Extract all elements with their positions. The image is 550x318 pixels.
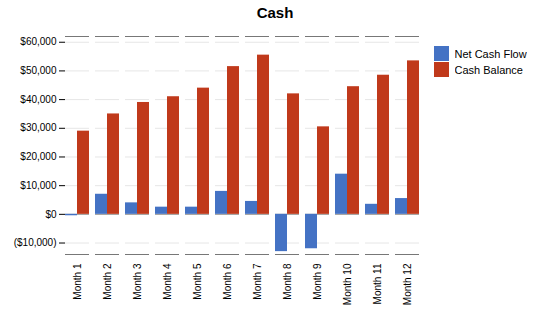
svg-text:Month 10: Month 10 [342, 263, 353, 305]
svg-text:Month 3: Month 3 [132, 263, 143, 300]
svg-text:$40,000: $40,000 [20, 94, 57, 105]
svg-text:Month 6: Month 6 [222, 263, 233, 300]
svg-text:Month 9: Month 9 [312, 263, 323, 300]
html-text:Net Cash Flow: Net Cash Flow [454, 47, 527, 60]
svg-text:$10,000: $10,000 [20, 180, 57, 191]
svg-text:($10,000): ($10,000) [14, 237, 57, 248]
svg-text:Month 4: Month 4 [162, 263, 173, 300]
svg-text:Month 12: Month 12 [402, 263, 413, 305]
svg-text:Month 11: Month 11 [372, 263, 383, 304]
svg-text:$0: $0 [45, 209, 57, 220]
svg-text:$20,000: $20,000 [20, 151, 57, 162]
svg-text:Month 2: Month 2 [102, 263, 113, 300]
svg-text:Month 5: Month 5 [192, 263, 203, 300]
svg-text:$60,000: $60,000 [20, 36, 57, 47]
svg-text:Month 7: Month 7 [252, 263, 263, 300]
svg-text:$50,000: $50,000 [20, 65, 57, 76]
svg-text:Month 1: Month 1 [72, 263, 83, 300]
svg-text:Month 8: Month 8 [282, 263, 293, 300]
html-text:Cash: Cash [256, 4, 294, 21]
svg-text:$30,000: $30,000 [20, 122, 57, 133]
html-text:Cash Balance: Cash Balance [454, 63, 523, 76]
